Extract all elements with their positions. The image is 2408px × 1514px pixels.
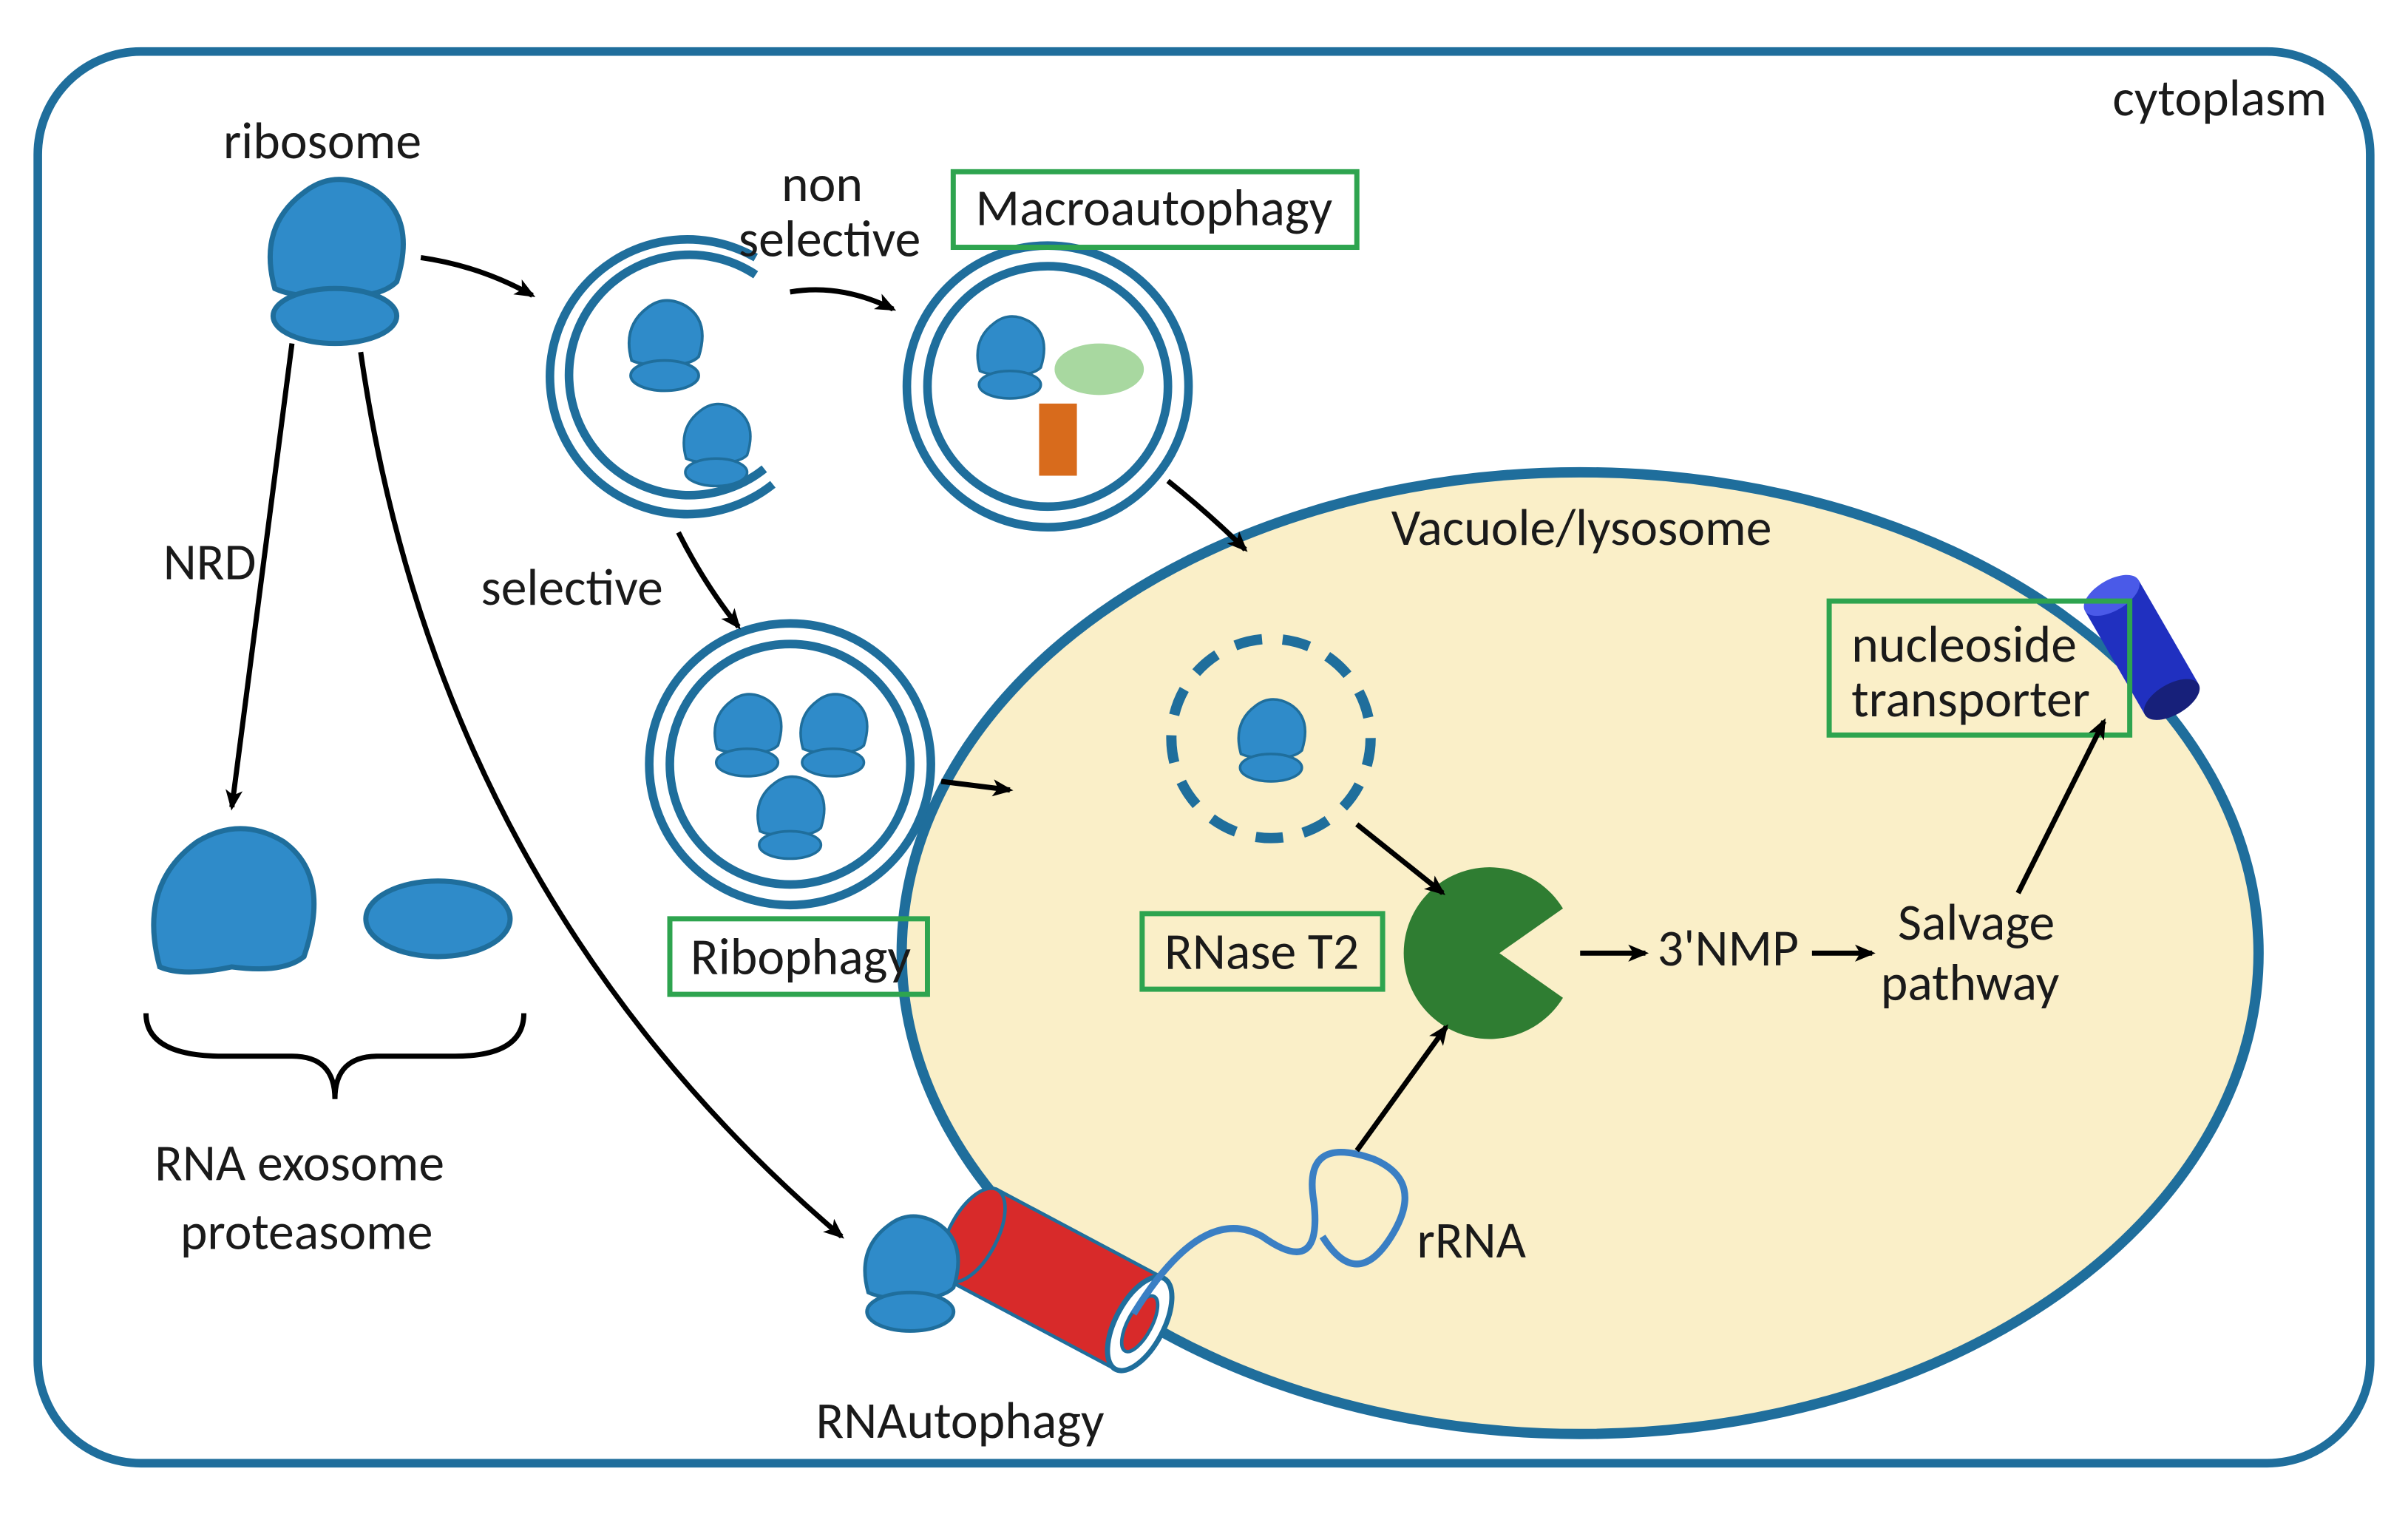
ribophagy-box: Ribophagy (670, 919, 927, 994)
non-selective-label-2: selective (739, 208, 920, 271)
nrd-subunits (154, 829, 510, 972)
vacuole-label: Vacuole/lysosome (1391, 496, 1772, 559)
rrna-label: rRNA (1417, 1209, 1527, 1272)
brace-icon (146, 1014, 523, 1099)
rna-exosome-label: RNA exosome (155, 1131, 444, 1194)
svg-text:nucleoside: nucleoside (1851, 613, 2077, 676)
svg-text:transporter: transporter (1851, 668, 2090, 730)
cytoplasm-label: cytoplasm (2112, 67, 2327, 129)
salvage-label-2: pathway (1881, 951, 2060, 1014)
non-selective-label-1: non (781, 152, 863, 215)
proteasome-label: proteasome (180, 1200, 433, 1263)
salvage-label-1: Salvage (1898, 891, 2055, 954)
rnase-box: RNase T2 (1142, 914, 1383, 989)
threenmp-label: 3'NMP (1658, 917, 1799, 980)
svg-text:Ribophagy: Ribophagy (691, 926, 912, 988)
diagram-canvas: cytoplasm Vacuole/lysosome ribosome (0, 0, 2408, 1514)
rnautophagy-label: RNAutophagy (815, 1389, 1105, 1452)
nrd-label: NRD (163, 530, 257, 593)
autophagosome-nonselective (907, 245, 1189, 527)
transporter-box: nucleoside transporter (1829, 601, 2130, 735)
macroautophagy-box: Macroautophagy (953, 172, 1357, 247)
ribosome-rnautophagy (865, 1216, 958, 1331)
svg-text:Macroautophagy: Macroautophagy (976, 177, 1333, 240)
ribosome-label: ribosome (223, 109, 421, 172)
phagophore (550, 240, 773, 515)
svg-text:RNase T2: RNase T2 (1164, 920, 1359, 983)
autophagosome-ribophagy (649, 623, 931, 905)
ribosome-main (270, 180, 403, 344)
selective-label: selective (481, 556, 662, 619)
